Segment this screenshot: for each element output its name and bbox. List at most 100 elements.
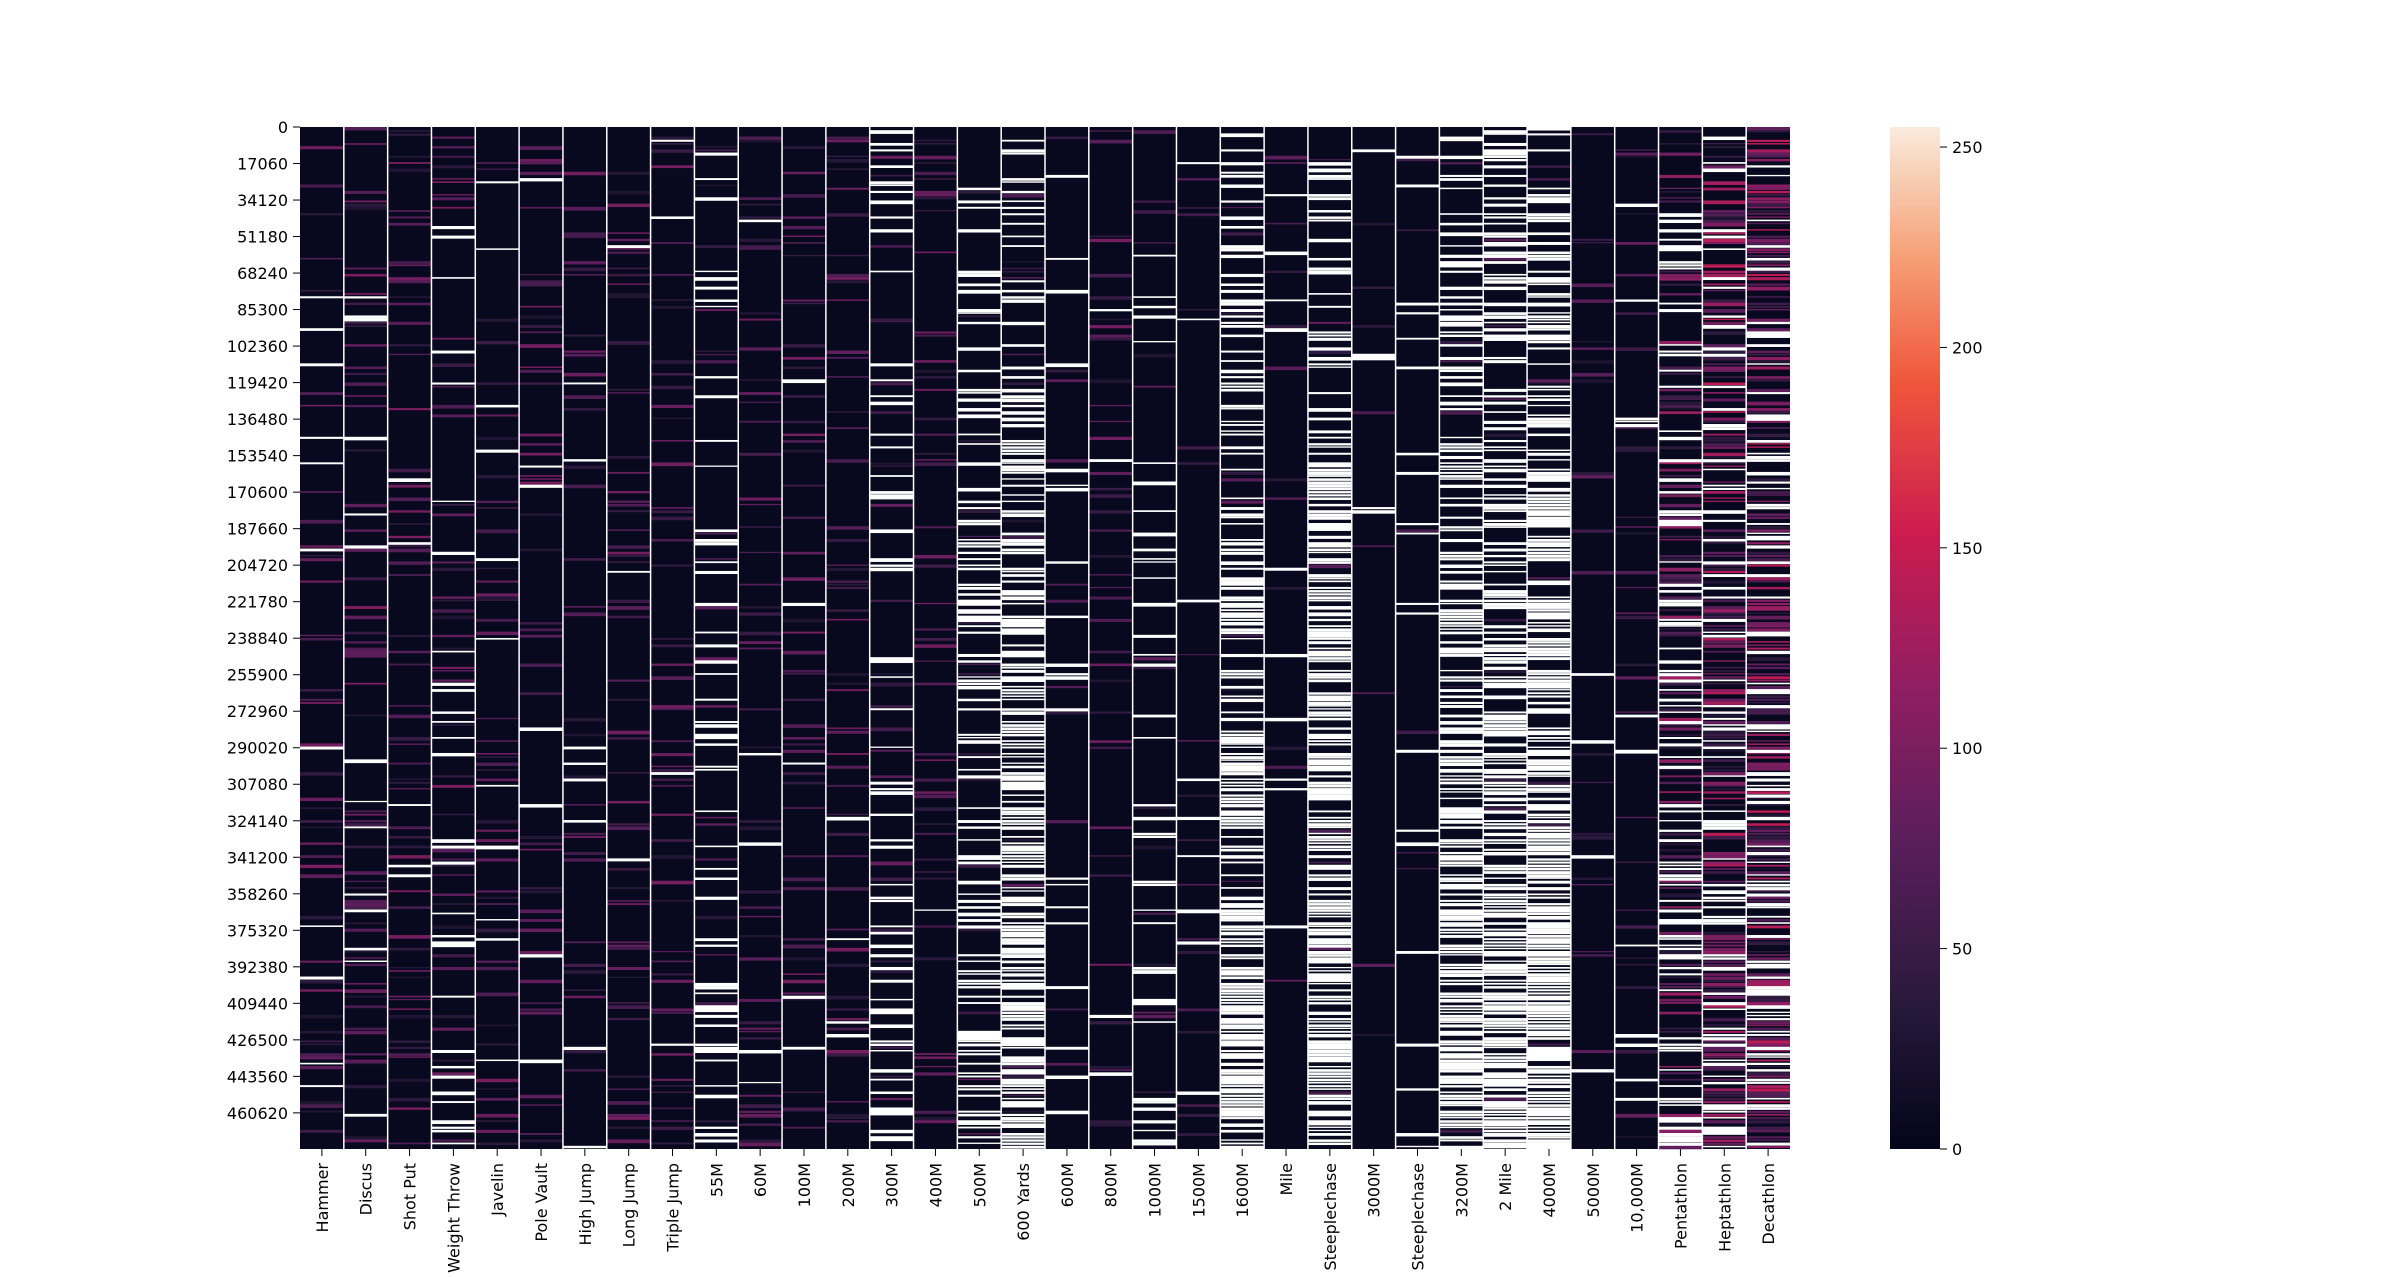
heatmap-cell <box>1439 909 1484 914</box>
heatmap-cell <box>913 452 958 455</box>
heatmap-cell <box>431 669 476 672</box>
heatmap-cell <box>1001 727 1045 731</box>
heatmap-cell <box>1746 628 1790 632</box>
heatmap-cell <box>1132 1002 1177 1006</box>
heatmap-cell <box>1527 535 1571 538</box>
heatmap-cell <box>475 596 520 600</box>
heatmap-cell <box>1527 784 1571 788</box>
heatmap-cell <box>957 954 1002 957</box>
heatmap-cell <box>1527 772 1571 775</box>
heatmap-cell <box>1001 1011 1045 1015</box>
heatmap-cell <box>1220 516 1265 519</box>
heatmap-cell <box>1527 1056 1571 1061</box>
heatmap-cell <box>1702 772 1747 776</box>
heatmap-cell <box>869 599 914 603</box>
heatmap-cell <box>1220 915 1265 920</box>
heatmap-cell <box>782 698 826 701</box>
heatmap-cell <box>1746 507 1790 510</box>
heatmap-cell <box>1307 669 1352 672</box>
heatmap-cell <box>431 1072 476 1076</box>
heatmap-cell <box>1702 1078 1747 1081</box>
heatmap-cell <box>1614 1097 1659 1101</box>
heatmap-cell <box>1307 906 1352 910</box>
heatmap-cell <box>1746 864 1790 867</box>
heatmap-cell <box>1439 599 1484 603</box>
heatmap-cell <box>519 305 563 308</box>
y-tick-label: 426500 <box>227 1031 288 1050</box>
heatmap-cell <box>1439 1104 1484 1107</box>
heatmap-cell <box>1483 478 1528 481</box>
heatmap-cell <box>1746 481 1790 484</box>
heatmap-cell <box>343 909 388 913</box>
heatmap-cell <box>1702 1126 1747 1130</box>
heatmap-cell <box>1439 286 1484 290</box>
heatmap-cell <box>1132 912 1177 915</box>
heatmap-cell <box>475 340 520 345</box>
heatmap-cell <box>1220 762 1265 766</box>
heatmap-cell <box>1658 615 1703 619</box>
heatmap-cell <box>738 503 783 506</box>
heatmap-cell <box>1483 762 1528 765</box>
heatmap-cell <box>1702 599 1747 603</box>
heatmap-cell <box>1132 1120 1177 1124</box>
heatmap-cell <box>1045 484 1089 487</box>
heatmap-column-bg <box>694 127 739 1149</box>
heatmap-cell <box>957 893 1002 895</box>
heatmap-cell <box>1001 1005 1045 1009</box>
heatmap-cell <box>1527 625 1571 627</box>
heatmap-cell <box>1001 925 1045 929</box>
heatmap-cell <box>1001 398 1045 403</box>
heatmap-cell <box>1395 302 1440 306</box>
heatmap-cell <box>300 289 344 292</box>
heatmap-cell <box>1439 570 1484 574</box>
heatmap-cell <box>300 1040 344 1043</box>
heatmap-cell <box>1527 417 1571 421</box>
heatmap-cell <box>1658 669 1703 673</box>
heatmap-cell <box>650 1078 695 1081</box>
y-tick-label: 341200 <box>227 848 288 867</box>
heatmap-cell <box>1702 596 1747 599</box>
heatmap-cell <box>1527 669 1571 673</box>
heatmap-cell <box>650 372 695 376</box>
heatmap-cell <box>431 893 476 896</box>
heatmap-cell <box>1746 439 1790 443</box>
heatmap-cell <box>1307 692 1352 695</box>
heatmap-cell <box>1483 1110 1528 1114</box>
heatmap-cell <box>1307 647 1352 650</box>
heatmap-cell <box>1220 232 1265 236</box>
heatmap-cell <box>1307 705 1352 707</box>
heatmap-cell <box>1264 717 1308 722</box>
heatmap-cell <box>606 503 651 507</box>
heatmap-cell <box>957 1085 1002 1088</box>
heatmap-cell <box>1220 903 1265 907</box>
heatmap-cell <box>1001 650 1045 655</box>
heatmap-cell <box>431 903 476 906</box>
heatmap-cell <box>1220 523 1265 525</box>
heatmap-cell <box>606 455 651 459</box>
heatmap-cell <box>1220 941 1265 944</box>
heatmap-cell <box>1001 733 1045 737</box>
heatmap-cell <box>1702 638 1747 641</box>
heatmap-cell <box>1702 302 1747 307</box>
heatmap-cell <box>343 325 388 328</box>
heatmap-cell <box>1702 459 1747 463</box>
heatmap-cell <box>1001 1078 1045 1082</box>
heatmap-cell <box>1439 551 1484 555</box>
heatmap-cell <box>1088 596 1133 600</box>
heatmap-cell <box>1483 216 1528 219</box>
heatmap-cell <box>1220 369 1265 374</box>
heatmap-cell <box>913 682 958 686</box>
heatmap-cell <box>1527 781 1571 786</box>
heatmap-cell <box>1220 567 1265 570</box>
heatmap-cell <box>1746 788 1790 791</box>
heatmap-cell <box>1439 874 1484 876</box>
heatmap-cell <box>1614 424 1659 428</box>
heatmap-cell <box>825 855 870 858</box>
heatmap-cell <box>1439 950 1484 954</box>
heatmap-cell <box>1746 740 1790 742</box>
heatmap-cell <box>1746 1046 1790 1051</box>
heatmap-cell <box>1746 392 1790 395</box>
heatmap-cell <box>869 775 914 778</box>
heatmap-cell <box>1176 816 1221 821</box>
heatmap-cell <box>1132 998 1177 1003</box>
